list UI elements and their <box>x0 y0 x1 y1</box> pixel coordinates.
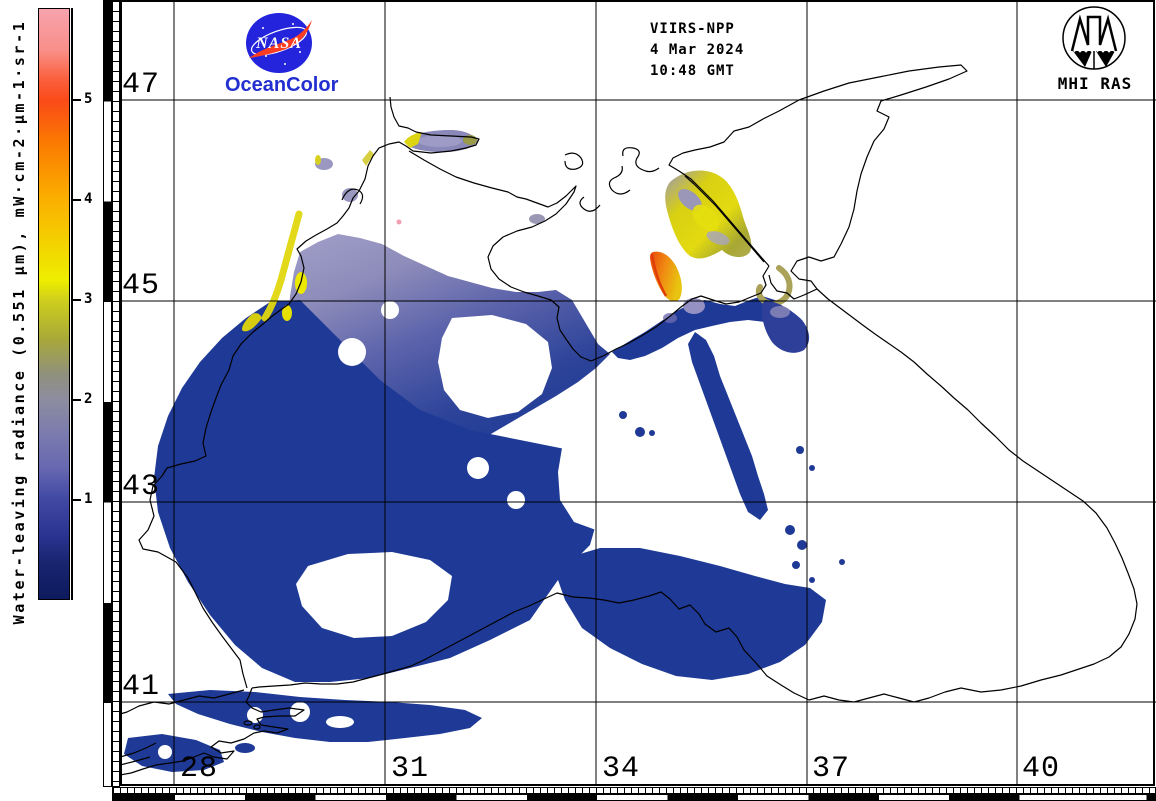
mhi-ras-logo-icon <box>1062 6 1126 70</box>
acquisition-time: 10:48 GMT <box>650 63 735 79</box>
latitude-ruler-bar <box>103 0 112 787</box>
coastline <box>120 64 1138 776</box>
colorbar-tick <box>73 199 81 201</box>
map-frame <box>120 0 1155 786</box>
latitude-fine-ticks <box>112 0 120 787</box>
colorbar-tick <box>73 499 81 501</box>
radiance-data-layer <box>124 130 845 772</box>
colorbar-tick-label: 3 <box>84 291 93 307</box>
colorbar-axis-label: Water-leaving radiance (0.551 μm), mW·cm… <box>10 19 28 625</box>
lat-label-43: 43 <box>122 470 161 504</box>
no-data-holes <box>296 301 640 638</box>
lon-label-34: 34 <box>602 752 641 786</box>
colorbar-tick-label: 2 <box>84 391 93 407</box>
lon-label-37: 37 <box>812 752 851 786</box>
colorbar-tick <box>73 99 81 101</box>
longitude-ruler-bar <box>112 794 1156 801</box>
colorbar-tick-label: 1 <box>84 491 93 507</box>
lat-label-47: 47 <box>122 68 161 102</box>
nasa-wordmark: NASA <box>255 35 302 52</box>
kerch-bloom <box>755 265 810 353</box>
colorbar-gradient <box>38 8 70 600</box>
colorbar-tick <box>73 299 81 301</box>
colorbar-tick-label: 5 <box>84 91 93 107</box>
lon-label-28: 28 <box>180 752 219 786</box>
sensor-name: VIIRS-NPP <box>650 21 735 37</box>
estuary-bloom <box>404 130 478 153</box>
oceancolor-label: OceanColor <box>225 74 339 96</box>
lat-label-41: 41 <box>122 670 161 704</box>
map-canvas <box>120 0 1156 786</box>
acquisition-info: VIIRS-NPP 4 Mar 2024 10:48 GMT <box>650 19 744 82</box>
colorbar-tick <box>73 399 81 401</box>
sivash-bloom <box>650 251 682 302</box>
nasa-logo-icon: NASA <box>246 13 312 73</box>
mhi-ras-label: MHI RAS <box>1057 74 1133 93</box>
graticule <box>120 0 1156 785</box>
azov-bloom <box>665 170 752 259</box>
colorbar-axis-line <box>71 8 73 600</box>
acquisition-date: 4 Mar 2024 <box>650 42 745 58</box>
lat-label-45: 45 <box>122 269 161 303</box>
longitude-fine-ticks <box>112 787 1156 794</box>
colorbar-tick-label: 4 <box>84 191 93 207</box>
shelf-tint-patch <box>683 298 705 314</box>
lon-label-40: 40 <box>1022 752 1061 786</box>
lon-label-31: 31 <box>391 752 430 786</box>
